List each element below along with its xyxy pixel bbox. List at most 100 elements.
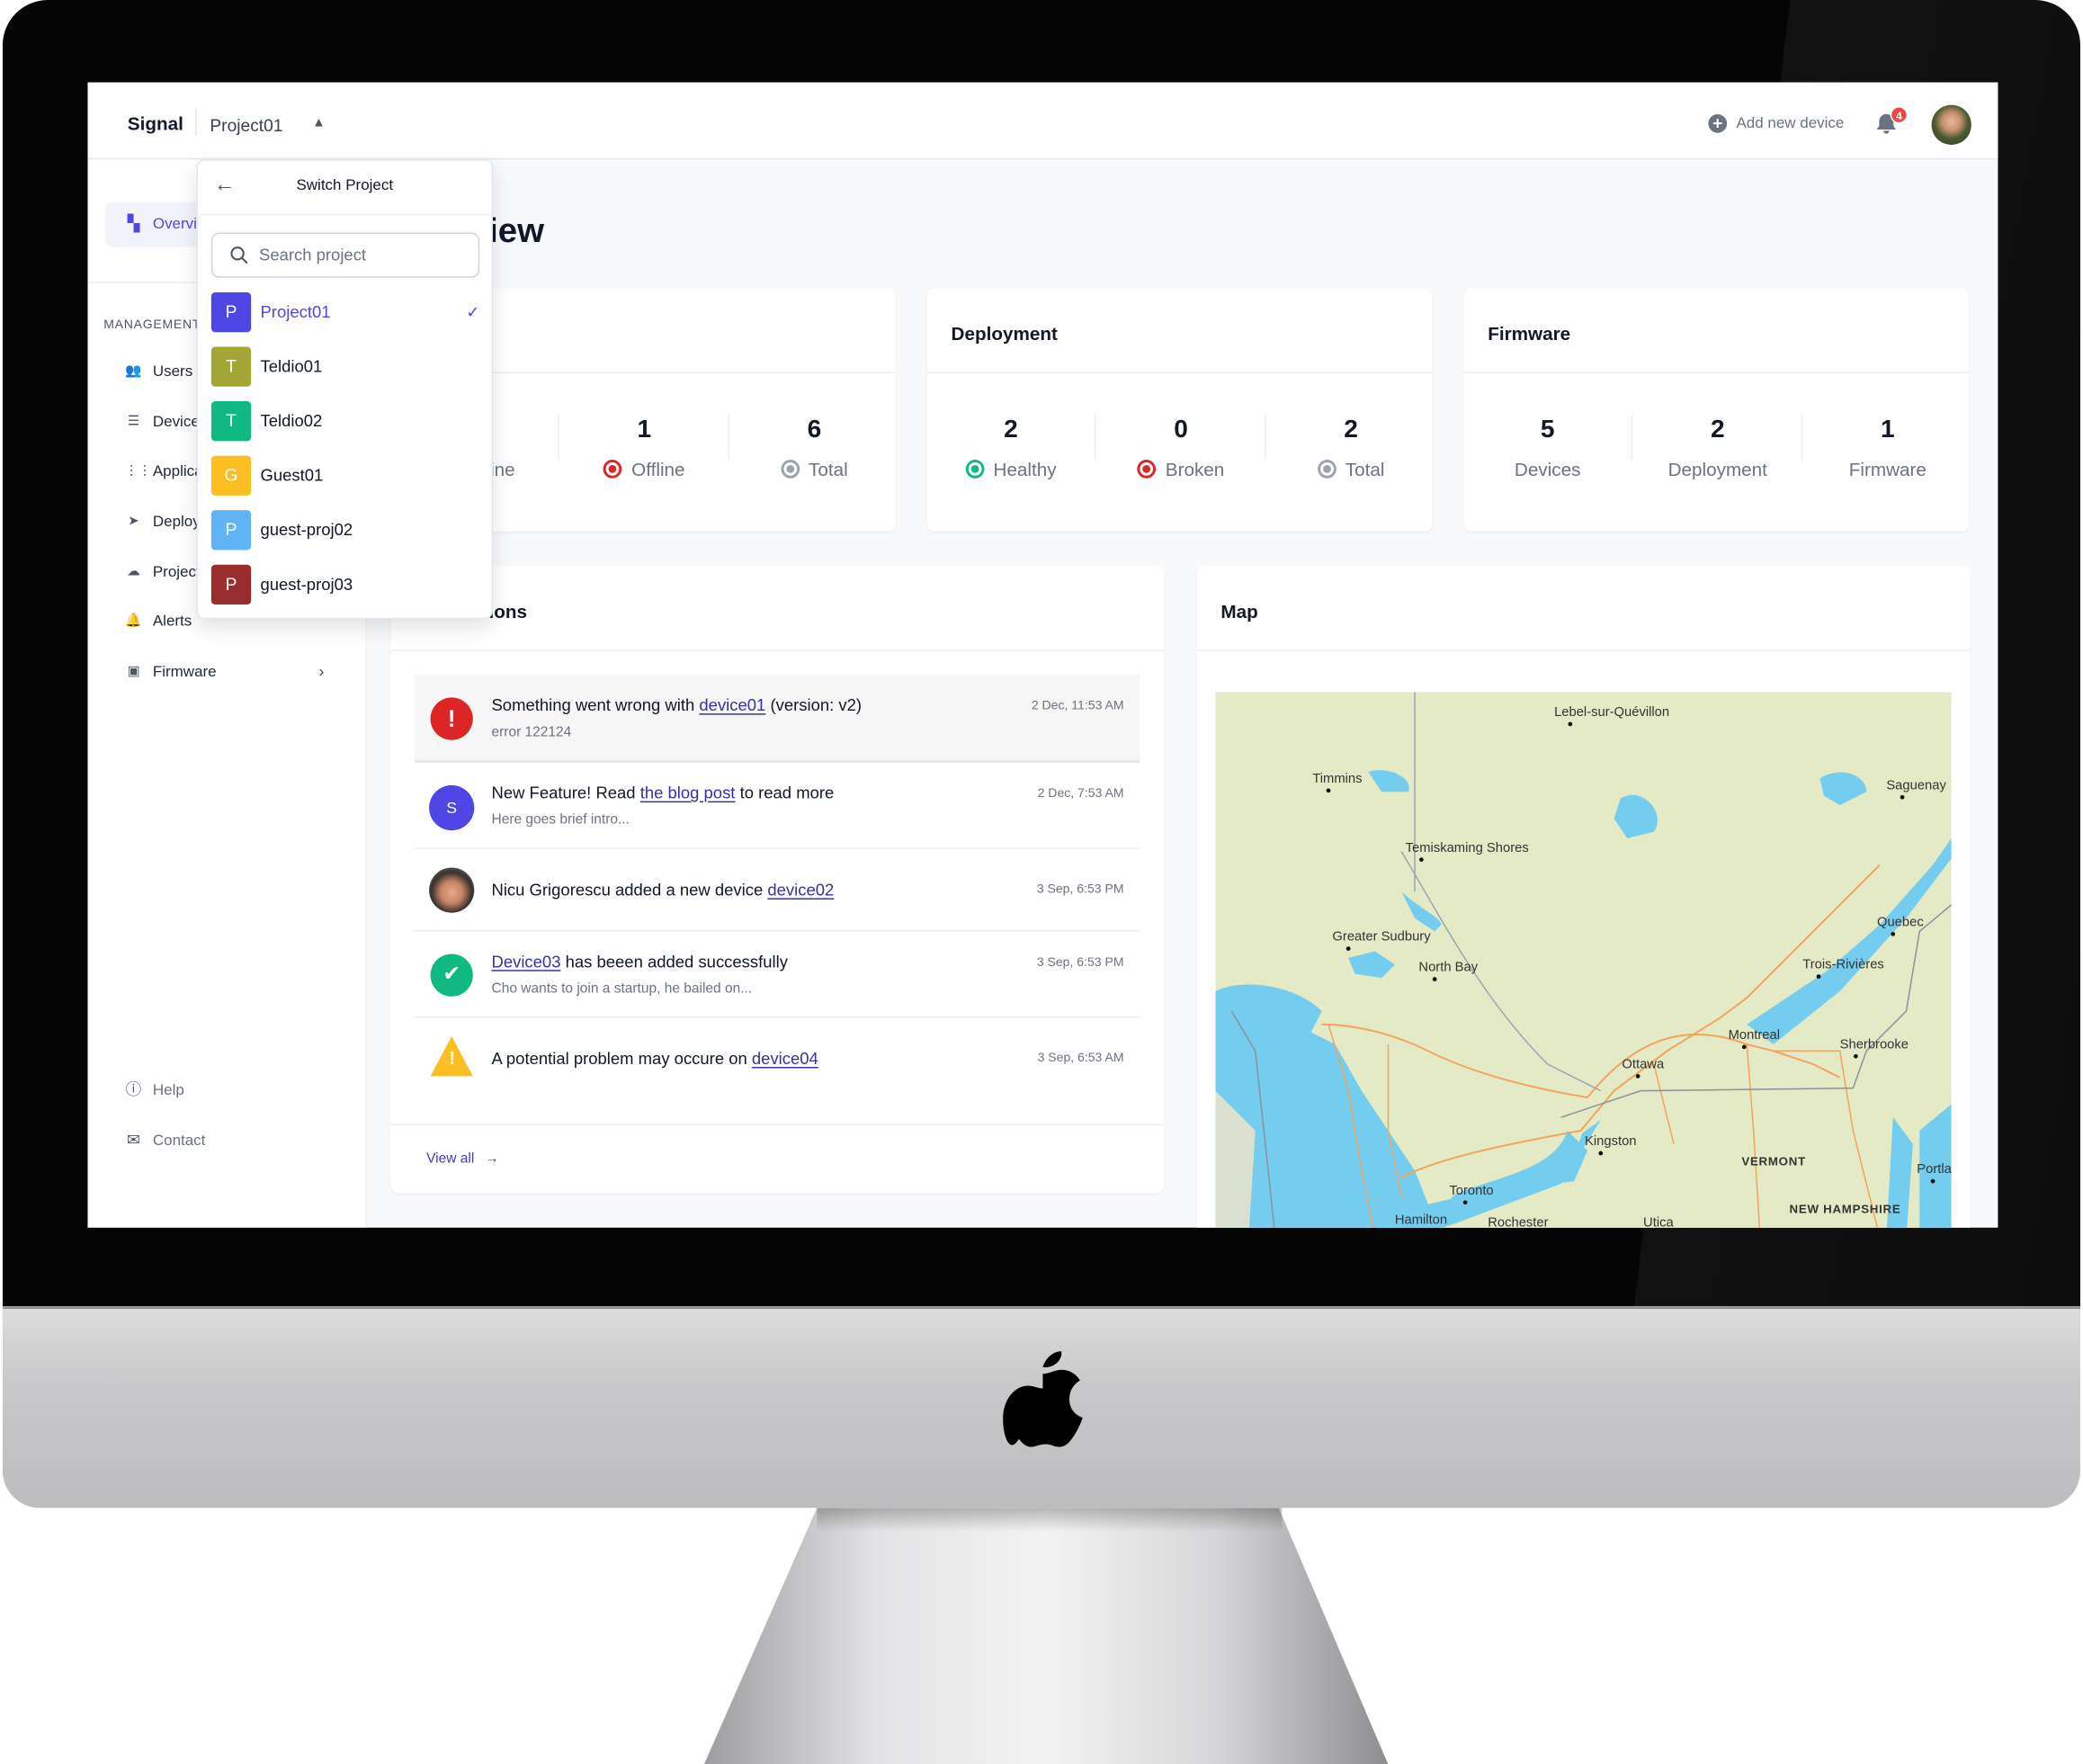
divider (728, 414, 729, 461)
notification-time: 3 Sep, 6:53 PM (1036, 954, 1124, 971)
notification-link[interactable]: device02 (767, 881, 835, 900)
map-city-label: Saguenay (1886, 778, 1946, 792)
project-name: guest-proj03 (260, 575, 353, 595)
mail-open-icon: ✉ (127, 1130, 140, 1150)
stat-label: Firmware (1848, 458, 1927, 480)
notification-link[interactable]: device04 (751, 1049, 818, 1069)
map-card: Map (1196, 566, 1971, 1228)
map-view[interactable]: Lebel-sur-Quévillon Timmins Saguenay Temisk… (1215, 692, 1952, 1228)
notification-item[interactable]: S New Feature! Read the blog post to read… (414, 763, 1140, 849)
add-new-device-button[interactable]: + Add new device (1708, 113, 1845, 133)
notification-link[interactable]: the blog post (639, 784, 736, 803)
divider (390, 649, 1164, 651)
map-city-dot (1345, 946, 1351, 951)
project-selector[interactable]: Project01 (210, 115, 283, 136)
notification-subtext: error 122124 (491, 723, 572, 740)
status-dot-icon (1137, 460, 1157, 479)
map-city-dot (1462, 1200, 1468, 1205)
sidebar-item-help[interactable]: ⓘ Help (125, 1081, 337, 1098)
map-city-label: North Bay (1418, 961, 1478, 975)
brand-logo[interactable]: Signal (127, 112, 183, 135)
notification-link[interactable]: device01 (699, 695, 766, 715)
apple-logo-icon (1003, 1351, 1083, 1447)
sidebar-item-users[interactable]: 👥 Users (125, 363, 337, 380)
stat-broken: 0 Broken (1097, 416, 1265, 479)
map-city-label: VERMONT (1741, 1154, 1806, 1168)
notification-link[interactable]: Device03 (491, 953, 561, 972)
map-city-dot (1900, 794, 1905, 800)
status-dot-icon (781, 460, 800, 479)
stat-label: Offline (631, 458, 685, 480)
stat-value: 2 (1710, 416, 1725, 444)
stat-total: 6 Total (730, 416, 898, 479)
map-city-label: Rochester (1488, 1215, 1548, 1227)
search-project-field[interactable] (210, 232, 480, 278)
stand-shadow (817, 1508, 1283, 1532)
project-avatar: G (210, 455, 252, 496)
sidebar-item-firmware[interactable]: ▣ Firmware › (125, 661, 337, 681)
map-city-label: Trois-Rivières (1802, 958, 1884, 972)
help-circle-icon: ⓘ (125, 1079, 142, 1099)
stat-label-row: Firmware (1804, 459, 1971, 480)
map-city-label: Sherbrooke (1840, 1037, 1909, 1052)
stat-value: 0 (1174, 416, 1188, 444)
stat-label-row: Total (1267, 458, 1435, 480)
stat-label: Total (1345, 458, 1385, 480)
project-option[interactable]: T Teldio02 (210, 401, 482, 442)
stat-label-row: Broken (1097, 459, 1265, 479)
chip-icon: ▣ (127, 664, 140, 679)
stat-card-deployment: Deployment 2 Healthy 0 Broken 2 Total (926, 288, 1435, 532)
divider (558, 414, 559, 461)
map-city-dot (1568, 721, 1573, 727)
map-city-dot (1432, 977, 1437, 981)
stat-value: 2 (1004, 416, 1018, 444)
project-option[interactable]: T Teldio01 (210, 346, 482, 387)
project-option[interactable]: P Project01 ✓ (210, 291, 482, 333)
sidebar-item-alerts[interactable]: 🔔 Alerts (125, 613, 337, 630)
stat-label-row: Deployment (1634, 459, 1801, 480)
stat-value: 5 (1540, 416, 1555, 444)
stat-value: 1 (637, 416, 652, 444)
divider (926, 372, 1433, 374)
view-all-link[interactable]: View all → (426, 1151, 498, 1167)
add-device-label: Add new device (1736, 115, 1845, 132)
notification-item[interactable]: ! Something went wrong with device01 (ver… (414, 675, 1140, 763)
user-avatar (429, 867, 475, 913)
text: (version: v2) (765, 695, 863, 715)
back-arrow-icon[interactable]: ← (213, 174, 236, 197)
map-city-label: Toronto (1449, 1184, 1493, 1198)
text: Nicu Grigorescu added a new device (491, 881, 768, 900)
divider (1463, 372, 1969, 374)
stat-label: Devices (1514, 458, 1581, 480)
notification-time: 3 Sep, 6:53 AM (1037, 1051, 1124, 1066)
list-icon: ☰ (127, 414, 140, 430)
map-city-dot (1891, 931, 1896, 936)
notification-text: Something went wrong with device01 (vers… (491, 696, 862, 715)
search-project-input[interactable] (259, 246, 459, 264)
text: Something went wrong with (491, 695, 700, 715)
sidebar-item-contact[interactable]: ✉ Contact (125, 1132, 337, 1149)
map-city-label: Lebel-sur-Quévillon (1554, 705, 1669, 720)
stat-label-row: Offline (560, 458, 728, 480)
status-dot-icon (603, 460, 622, 479)
notification-item[interactable]: ✔ Device03 has beeen added successfully Ch… (414, 931, 1140, 1018)
project-option[interactable]: G Guest01 (210, 455, 482, 496)
plus-circle-icon: + (1708, 113, 1728, 133)
sidebar-item-projects[interactable]: ☁ Projects (125, 563, 337, 580)
notification-item[interactable]: ! A potential problem may occure on devic… (415, 1017, 1140, 1124)
caret-up-icon[interactable]: ▲ (312, 115, 326, 130)
notification-item[interactable]: Nicu Grigorescu added a new device devic… (414, 849, 1140, 932)
sidebar-item-devices[interactable]: ☰ Devices (125, 413, 337, 430)
notification-text: Nicu Grigorescu added a new device devic… (491, 881, 834, 900)
map-city-label: Ottawa (1622, 1058, 1665, 1072)
users-icon: 👥 (125, 363, 142, 379)
notification-time: 2 Dec, 11:53 AM (1031, 698, 1124, 714)
stat-deployment: 2 Deployment (1634, 416, 1801, 479)
map-city-label: Portland (1917, 1162, 1951, 1177)
chevron-right-icon[interactable]: › (318, 661, 325, 681)
stat-value: 2 (1344, 416, 1358, 444)
map-city-dot (1326, 788, 1331, 793)
user-avatar[interactable] (1931, 104, 1971, 145)
